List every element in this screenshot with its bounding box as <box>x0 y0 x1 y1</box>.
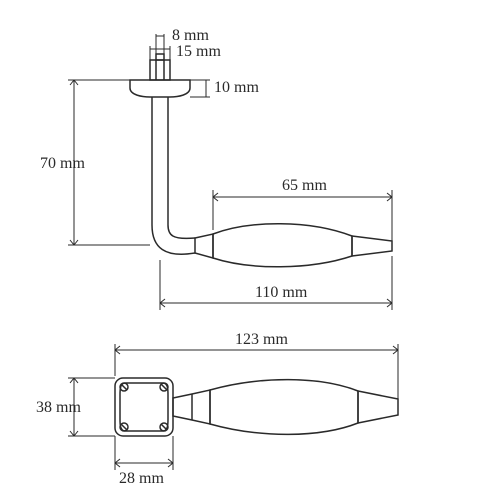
dim-123mm: 123 mm <box>235 331 288 348</box>
dim-38mm: 38 mm <box>36 399 81 416</box>
dim-70mm: 70 mm <box>40 155 85 172</box>
side-view-dimensions: 8 mm 15 mm 10 mm 70 mm 65 mm 110 mm <box>40 27 392 310</box>
dim-10mm: 10 mm <box>214 79 259 96</box>
side-view <box>130 54 392 267</box>
top-view <box>115 378 398 436</box>
dim-8mm: 8 mm <box>172 27 209 44</box>
dim-110mm: 110 mm <box>255 284 308 301</box>
dimension-drawing: 8 mm 15 mm 10 mm 70 mm 65 mm 110 mm <box>0 0 500 500</box>
top-view-dimensions: 123 mm 38 mm 28 mm <box>36 331 398 487</box>
dim-28mm: 28 mm <box>119 470 164 487</box>
dim-65mm: 65 mm <box>282 177 327 194</box>
dim-15mm: 15 mm <box>176 43 221 60</box>
